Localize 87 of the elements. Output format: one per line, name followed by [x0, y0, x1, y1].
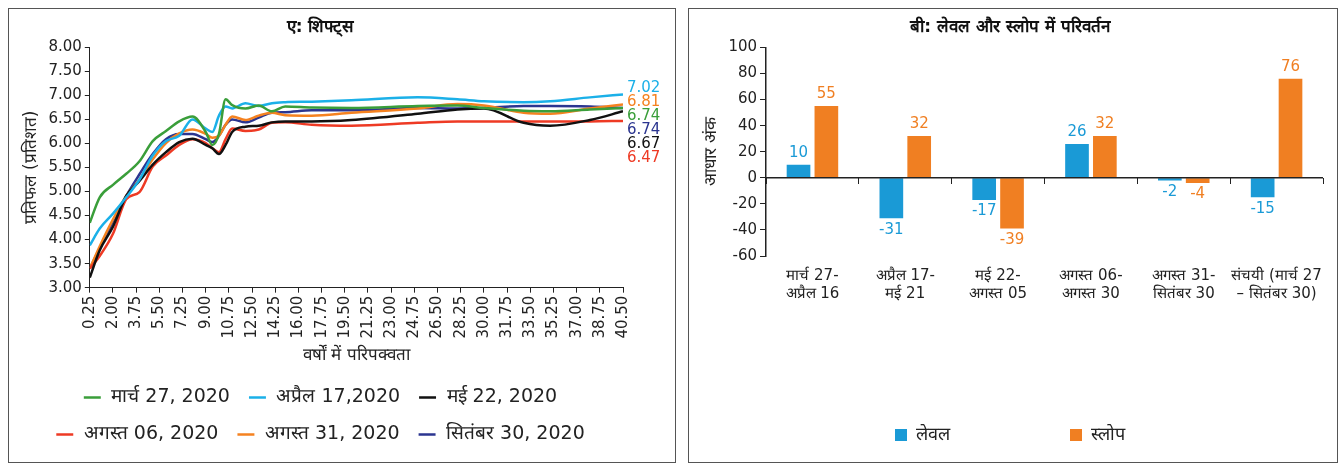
- data-label: -17: [971, 201, 997, 220]
- data-label: 10: [788, 143, 809, 162]
- x-tick-label: 17.75: [311, 295, 330, 339]
- data-label: 55: [816, 84, 836, 103]
- data-label: -15: [1250, 198, 1275, 217]
- y-tick-label: 3.00: [48, 277, 82, 296]
- y-tick-label: 7.00: [48, 85, 82, 104]
- data-label: 26: [1067, 122, 1087, 141]
- chart-title: ए: शिफ्ट्स: [285, 15, 356, 37]
- bar: [786, 164, 811, 178]
- x-tick-label: 19.50: [334, 295, 353, 339]
- x-tick-label: 3.75: [126, 295, 145, 330]
- legend-label: लेवल: [916, 422, 951, 444]
- x-tick-label: 24.75: [404, 295, 423, 339]
- y-tick-label: 6.00: [48, 133, 82, 152]
- data-label: -31: [879, 219, 904, 238]
- bar: [1065, 143, 1089, 178]
- legend-label: अप्रैल 17,2020: [276, 384, 401, 407]
- y-tick-label: 3.50: [48, 253, 82, 272]
- x-tick-label: 35.25: [543, 295, 562, 339]
- x-tick-label: 38.75: [589, 295, 608, 339]
- x-tick-label: मई 22- अगस्त 05: [969, 265, 1028, 302]
- x-tick-label: 14.25: [265, 295, 284, 339]
- x-tick-label: 2.00: [102, 295, 121, 330]
- y-tick-label: -20: [732, 193, 758, 212]
- data-label: 76: [1280, 57, 1301, 76]
- x-tick-label: 31.75: [496, 295, 515, 339]
- line-series: [89, 98, 623, 225]
- y-tick-label: 60: [737, 89, 758, 108]
- data-label: -2: [1162, 181, 1178, 200]
- data-label: 32: [909, 114, 929, 133]
- x-tick-label: 21.25: [357, 295, 376, 339]
- data-label: -4: [1190, 184, 1206, 203]
- bar: [1093, 136, 1117, 178]
- line-series: [89, 93, 623, 247]
- y-tick-label: 20: [737, 141, 758, 160]
- x-tick-label: संचयी (मार्च 27 – सितंबर 30): [1231, 265, 1322, 302]
- x-tick-label: 10.75: [218, 295, 237, 339]
- y-tick-label: 6.50: [48, 109, 82, 128]
- legend-label: सितंबर 30, 2020: [446, 421, 585, 444]
- y-tick-label: 80: [737, 63, 758, 82]
- x-tick-label: 7.25: [172, 295, 191, 330]
- legend-label: मई 22, 2020: [446, 384, 558, 407]
- chart-title: बी: लेवल और स्लोप में परिवर्तन: [909, 15, 1111, 36]
- y-tick-label: 5.50: [48, 157, 82, 176]
- bar: [1278, 78, 1303, 178]
- x-tick-label: 9.00: [195, 295, 214, 330]
- bar: [972, 178, 997, 200]
- data-label: 32: [1095, 114, 1115, 133]
- bar: [814, 106, 839, 178]
- y-tick-label: 4.00: [48, 229, 82, 248]
- x-tick-label: 16.00: [288, 295, 307, 339]
- legend-label: अगस्त 31, 2020: [264, 421, 400, 444]
- y-axis-title: आधार अंक: [699, 116, 720, 187]
- x-tick-label: अगस्त 31- सितंबर 30: [1152, 265, 1216, 302]
- bar: [1000, 178, 1024, 229]
- x-tick-label: 23.00: [381, 295, 400, 339]
- x-tick-label: मार्च 27- अप्रैल 16: [785, 265, 840, 302]
- x-tick-label: 26.50: [427, 295, 446, 339]
- x-tick-label: 30.00: [473, 295, 492, 339]
- y-tick-label: 40: [737, 115, 758, 134]
- x-tick-label: 37.00: [566, 295, 585, 339]
- y-tick-label: -60: [732, 245, 758, 264]
- legend-label: स्लोप: [1091, 422, 1126, 444]
- x-tick-label: अगस्त 06- अगस्त 30: [1059, 265, 1123, 302]
- y-tick-label: 7.50: [48, 61, 82, 80]
- x-axis-title: वर्षों में परिपक्वता: [302, 344, 411, 365]
- x-tick-label: 40.50: [612, 295, 631, 339]
- y-axis-title: प्रतिफल (प्रतिशत): [19, 110, 40, 225]
- x-tick-label: अप्रैल 17- मई 21: [875, 265, 935, 302]
- legend-label: अगस्त 06, 2020: [83, 421, 219, 444]
- x-tick-label: 33.50: [520, 295, 539, 339]
- y-tick-label: 5.00: [48, 181, 82, 200]
- bar: [1250, 178, 1275, 198]
- y-tick-label: 4.50: [48, 205, 82, 224]
- y-tick-label: 8.00: [48, 37, 82, 56]
- legend-label: मार्च 27, 2020: [111, 384, 230, 407]
- bar: [907, 136, 932, 178]
- x-tick-label: 12.50: [241, 295, 260, 339]
- x-tick-label: 5.50: [149, 295, 168, 330]
- data-label: -39: [999, 230, 1025, 249]
- y-tick-label: 100: [728, 37, 758, 56]
- x-tick-label: 28.25: [450, 295, 469, 339]
- bar: [879, 178, 904, 219]
- y-tick-label: 0: [747, 167, 758, 186]
- x-tick-label: 0.25: [79, 295, 98, 330]
- y-tick-label: -40: [732, 219, 758, 238]
